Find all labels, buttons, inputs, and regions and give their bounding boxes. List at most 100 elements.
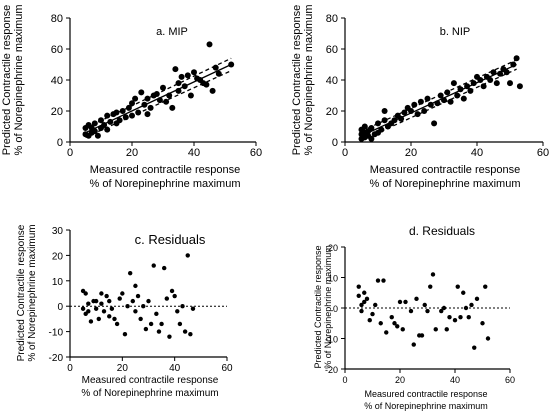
- panel-c-data-point: [190, 306, 196, 311]
- panel-c-data-point: [156, 329, 162, 334]
- panel-c-data-point: [104, 293, 109, 299]
- panel-b-y-label: Predicted Contractile response: [291, 5, 303, 155]
- panel-a-data-point: [184, 72, 191, 79]
- panel-c-data-point: [133, 283, 138, 289]
- panel-c-data-point: [143, 326, 149, 332]
- panel-b-data-point: [381, 117, 388, 124]
- panel-b-data-point: [401, 109, 408, 116]
- panel-b-data-point: [414, 111, 421, 118]
- panel-b-data-point: [424, 95, 431, 102]
- panel-d-y-tick-label: 20: [328, 243, 338, 253]
- panel-a-data-point: [228, 61, 235, 68]
- panel-b-data-point: [421, 108, 428, 114]
- panel-b-y-label: % of Norepinephrine maximum: [303, 4, 315, 155]
- panel-a-y-tick-label: 20: [51, 106, 63, 118]
- panel-c-y-label: % of Norepinephrine maximum: [27, 224, 38, 361]
- panel-b-x-tick-label: 40: [471, 147, 483, 159]
- panel-d-x-tick-label: 60: [505, 375, 515, 385]
- panel-d-data-point: [419, 333, 425, 338]
- panel-d-x-tick-label: 40: [450, 375, 460, 385]
- panel-d-data-point: [397, 299, 403, 305]
- panel-a-data-point: [138, 89, 145, 96]
- panel-a-data-point: [175, 87, 182, 94]
- panel-c-data-point: [88, 319, 94, 324]
- panel-c-data-point: [109, 306, 115, 311]
- panel-c-x-tick-label: 60: [221, 363, 233, 374]
- panel-c-data-point: [107, 298, 112, 304]
- panel-c-data-point: [188, 331, 193, 337]
- panel-d-x-tick-label: 20: [395, 375, 405, 385]
- panel-a-data-point: [91, 128, 98, 135]
- panel-a-data-point: [101, 121, 108, 128]
- panel-b-data-point: [378, 126, 385, 133]
- panel-d-data-point: [452, 318, 458, 323]
- panel-a-data-point: [125, 104, 132, 111]
- panel-b-data-point: [497, 70, 504, 77]
- panel-a-data-point: [116, 117, 123, 124]
- panel-d-data-point: [425, 308, 430, 314]
- panel-d-y-tick-label: 10: [328, 274, 338, 284]
- panel-c-data-point: [182, 329, 188, 334]
- panel-a-data-point: [187, 92, 194, 99]
- panel-c-x-label: Measured contractile response: [82, 375, 219, 386]
- panel-b-data-point: [398, 115, 405, 122]
- panel-a-y-label: Predicted Contractile response: [1, 5, 13, 155]
- panel-c-data-point: [86, 301, 91, 306]
- panel-b-data-point: [450, 80, 457, 87]
- panel-c-data-point: [154, 311, 159, 317]
- panel-b-data-point: [368, 125, 375, 132]
- panel-a-data-point: [160, 84, 166, 91]
- panel-d-data-point: [447, 314, 452, 320]
- panel-b-y-tick-label: 0: [332, 137, 338, 149]
- panel-d-data-point: [370, 311, 375, 317]
- panel-b-title: b. NIP: [440, 26, 471, 38]
- panel-a-data-point: [122, 114, 129, 121]
- panel-d-data-point: [400, 327, 405, 332]
- panel-d-x-label: Measured contractile response: [364, 389, 487, 399]
- panel-c-data-point: [169, 288, 175, 294]
- panel-c-data-point: [122, 331, 128, 337]
- panel-c-data-point: [83, 291, 88, 296]
- panel-d-data-point: [439, 308, 444, 314]
- panel-d-data-point: [381, 278, 386, 283]
- panel-a-data-point: [144, 111, 151, 118]
- panel-b-data-point: [460, 95, 467, 102]
- panel-a-data-point: [104, 112, 111, 119]
- panel-d-data-point: [480, 321, 485, 326]
- panel-c-data-point: [99, 291, 104, 296]
- panel-b-data-point: [361, 123, 368, 130]
- panel-a-x-label: % of Norepinephrine maximum: [89, 178, 240, 190]
- panel-c-data-point: [177, 321, 183, 327]
- panel-d-data-point: [433, 327, 438, 332]
- panel-a-data-point: [94, 132, 101, 139]
- panel-a-data-point: [203, 81, 210, 88]
- panel-d-data-point: [373, 302, 378, 308]
- panel-b-data-point: [513, 55, 520, 62]
- panel-b-data-point: [516, 83, 523, 90]
- panel-c-data-point: [172, 293, 177, 299]
- panel-a-data-point: [91, 120, 98, 127]
- panel-a-x-label: Measured contractile response: [90, 164, 240, 176]
- panel-a-y-tick-label: 60: [51, 44, 63, 56]
- panel-d-data-point: [395, 324, 400, 329]
- panel-b-data-point: [447, 98, 454, 105]
- panel-c-x-label: % of Norepinephrine maximum: [81, 388, 218, 399]
- panel-d-data-point: [389, 314, 394, 320]
- panel-d-data-point: [483, 284, 488, 289]
- panel-b-x-label: % of Norepinephrine maximum: [369, 178, 520, 190]
- panel-b-data-point: [431, 120, 438, 127]
- panel-b-data-point: [454, 92, 461, 99]
- panel-b-data-point: [375, 120, 381, 127]
- panel-c-title: c. Residuals: [135, 232, 206, 247]
- panel-d-data-point: [422, 302, 427, 308]
- panel-b-x-tick-label: 20: [405, 147, 417, 159]
- panel-d-data-point: [362, 299, 367, 305]
- panel-c-data-point: [101, 309, 107, 314]
- panel-c-y-tick-label: -20: [49, 353, 64, 364]
- panel-a-data-point: [215, 70, 222, 77]
- panel-c-data-point: [130, 298, 135, 304]
- panel-c-data-point: [114, 321, 120, 327]
- panel-b-data-point: [411, 101, 418, 108]
- panel-d-data-point: [367, 318, 372, 323]
- panel-a-data-point: [209, 87, 216, 94]
